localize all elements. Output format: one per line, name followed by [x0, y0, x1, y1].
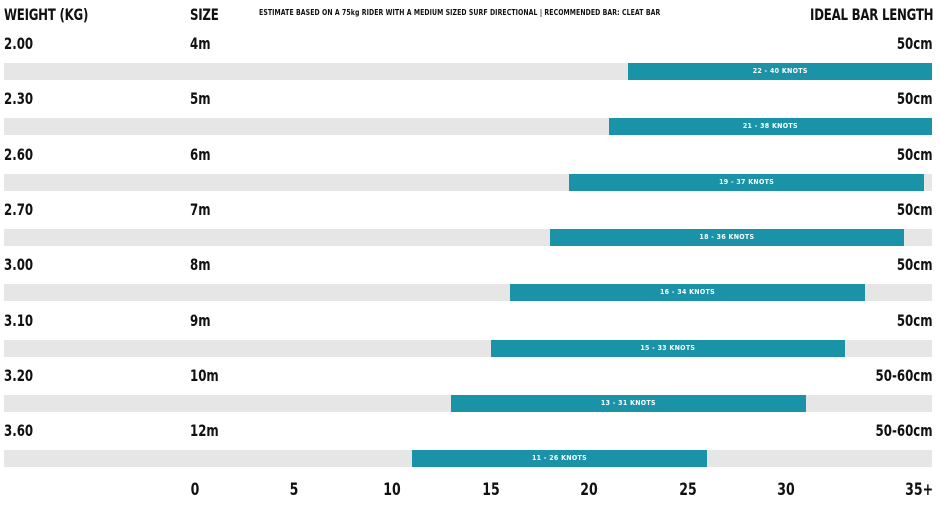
row-size: 6m: [190, 144, 211, 164]
row-weight: 3.10: [4, 310, 34, 330]
wind-range-label: 15 - 33 KNOTS: [640, 343, 696, 352]
row-bar-length: 50-60cm: [875, 421, 933, 441]
row-size: 12m: [190, 421, 219, 441]
row-bar-length: 50cm: [897, 34, 933, 53]
row-track: 19 - 37 KNOTS: [4, 173, 932, 191]
row-size: 7m: [190, 199, 211, 219]
wind-range-bar: [490, 339, 846, 357]
wind-range-bar: [628, 63, 932, 80]
row-size: 8m: [190, 255, 211, 275]
row-track: 18 - 36 KNOTS: [4, 228, 932, 246]
weight-column-header: WEIGHT (KG): [4, 5, 89, 24]
row-weight: 2.70: [4, 199, 34, 219]
estimate-note: ESTIMATE BASED ON A 75kg RIDER WITH A ME…: [259, 8, 661, 17]
row-size: 5m: [190, 89, 211, 109]
row-bar-length: 50cm: [897, 199, 933, 219]
x-tick-label: 30: [777, 480, 795, 500]
wind-range-bar: [549, 228, 905, 246]
wind-range-label: 22 - 40 KNOTS: [752, 67, 808, 75]
row-track: 15 - 33 KNOTS: [4, 339, 932, 357]
bar-length-column-header: IDEAL BAR LENGTH: [809, 5, 934, 24]
wind-range-label: 11 - 26 KNOTS: [531, 454, 587, 463]
row-track: 21 - 38 KNOTS: [4, 118, 932, 136]
wind-range-bar: [411, 450, 708, 468]
row-size: 10m: [190, 365, 219, 385]
wind-range-label: 21 - 38 KNOTS: [742, 122, 798, 131]
row-track: 11 - 26 KNOTS: [4, 450, 932, 468]
row-weight: 2.00: [4, 34, 34, 53]
row-weight: 3.60: [4, 421, 34, 441]
row-weight: 2.60: [4, 144, 34, 164]
x-tick-label: 15: [481, 480, 500, 500]
size-column-header: SIZE: [190, 5, 219, 24]
row-bar-length: 50cm: [897, 255, 933, 275]
row-bar-length: 50cm: [897, 144, 933, 164]
row-weight: 3.00: [4, 255, 34, 275]
x-tick-label: 35+: [905, 480, 933, 500]
row-weight: 3.20: [4, 365, 34, 385]
wind-range-label: 13 - 31 KNOTS: [600, 398, 656, 407]
wind-range-bar: [569, 173, 924, 191]
row-track: 16 - 34 KNOTS: [4, 284, 932, 302]
row-track: 13 - 31 KNOTS: [4, 394, 932, 412]
wind-range-bar: [451, 394, 806, 412]
x-tick-label: 0: [190, 480, 200, 500]
x-tick-label: 5: [289, 480, 298, 500]
wind-range-label: 16 - 34 KNOTS: [660, 288, 715, 297]
row-bar-length: 50-60cm: [875, 365, 933, 385]
row-bar-length: 50cm: [897, 310, 933, 330]
wind-range-bar: [608, 118, 932, 136]
x-tick-label: 20: [580, 480, 598, 500]
row-size: 4m: [190, 34, 211, 53]
row-bar-length: 50cm: [897, 89, 933, 109]
wind-range-bar: [510, 284, 865, 302]
wind-range-label: 18 - 36 KNOTS: [699, 232, 755, 241]
row-weight: 2.30: [4, 89, 34, 109]
row-size: 9m: [190, 310, 211, 330]
x-tick-label: 10: [383, 480, 401, 500]
row-track: 22 - 40 KNOTS: [4, 63, 932, 80]
x-tick-label: 25: [678, 480, 697, 500]
wind-range-label: 19 - 37 KNOTS: [719, 177, 775, 186]
